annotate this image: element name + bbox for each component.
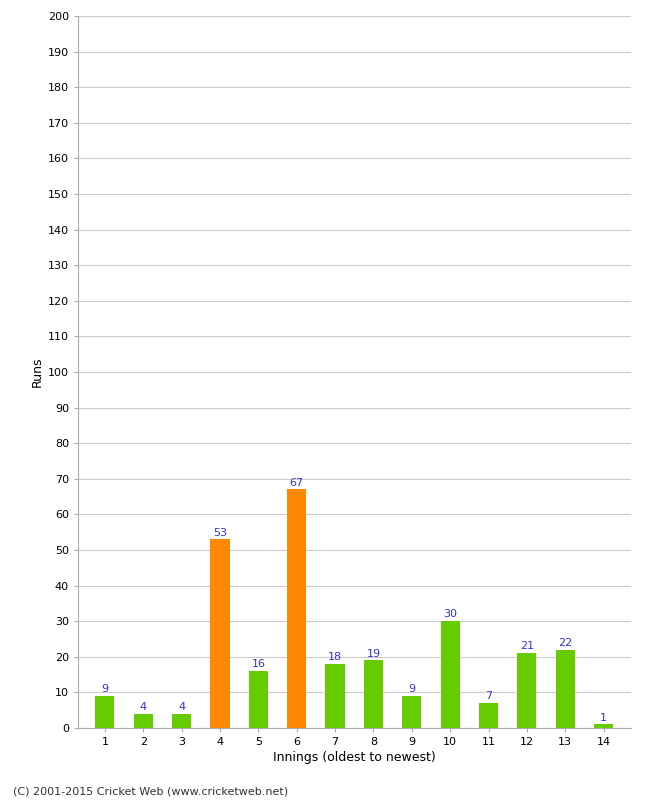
Bar	[441, 622, 460, 728]
Text: 9: 9	[408, 684, 415, 694]
Text: 9: 9	[101, 684, 109, 694]
Bar	[479, 703, 498, 728]
Text: 53: 53	[213, 527, 227, 538]
Bar	[556, 650, 575, 728]
Bar	[211, 539, 229, 728]
Bar	[402, 696, 421, 728]
Bar	[249, 671, 268, 728]
Text: 67: 67	[290, 478, 304, 488]
Text: 21: 21	[520, 642, 534, 651]
Text: (C) 2001-2015 Cricket Web (www.cricketweb.net): (C) 2001-2015 Cricket Web (www.cricketwe…	[13, 786, 288, 796]
Text: 1: 1	[600, 713, 607, 722]
X-axis label: Innings (oldest to newest): Innings (oldest to newest)	[273, 751, 436, 764]
Bar	[96, 696, 114, 728]
Text: 4: 4	[140, 702, 147, 712]
Bar	[326, 664, 344, 728]
Bar	[517, 654, 536, 728]
Bar	[364, 660, 383, 728]
Bar	[134, 714, 153, 728]
Y-axis label: Runs: Runs	[31, 357, 44, 387]
Bar	[594, 725, 613, 728]
Bar	[172, 714, 191, 728]
Bar	[287, 490, 306, 728]
Text: 22: 22	[558, 638, 573, 648]
Text: 7: 7	[485, 691, 492, 702]
Text: 4: 4	[178, 702, 185, 712]
Text: 30: 30	[443, 610, 457, 619]
Text: 16: 16	[252, 659, 265, 670]
Text: 19: 19	[367, 649, 380, 658]
Text: 18: 18	[328, 652, 342, 662]
